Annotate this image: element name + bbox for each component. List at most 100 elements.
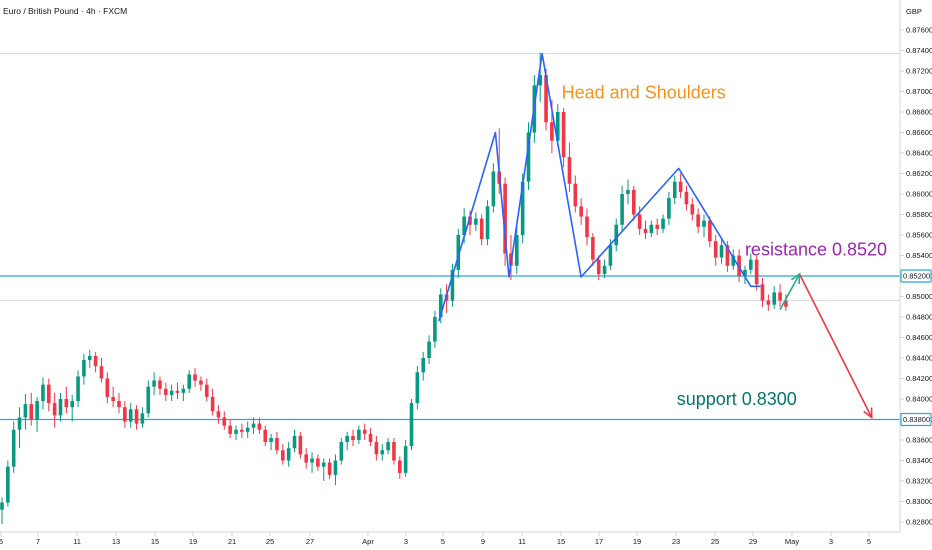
candle-body: [696, 214, 700, 227]
candle: [286, 442, 291, 467]
candle: [35, 396, 39, 432]
candle: [87, 349, 92, 369]
x-tick-label: 5: [867, 537, 871, 546]
candle: [0, 497, 4, 525]
candle: [538, 52, 542, 102]
candle: [702, 214, 706, 238]
candle: [29, 392, 34, 426]
candle-body: [643, 228, 648, 233]
candle: [743, 265, 747, 285]
x-tick-label: 17: [595, 537, 603, 546]
candle-body: [281, 450, 285, 461]
candle: [216, 405, 221, 424]
y-tick-label: 0.83600: [906, 436, 932, 445]
candle-body: [310, 458, 314, 463]
candle: [772, 286, 776, 309]
candle-body: [339, 442, 344, 461]
candle-body: [345, 435, 349, 443]
candle-body: [544, 75, 548, 123]
candle: [333, 454, 338, 486]
candle-body: [82, 360, 86, 377]
candle-body: [35, 401, 39, 420]
x-tick-label: 13: [112, 537, 120, 546]
candle: [327, 458, 332, 479]
candle-body: [17, 417, 22, 430]
candle-body: [193, 374, 197, 381]
candle: [134, 405, 139, 430]
y-tick-label: 0.86800: [906, 108, 932, 117]
candle-body: [409, 403, 414, 447]
y-tick-label: 0.87600: [906, 26, 932, 35]
candle-body: [754, 259, 759, 285]
candle-body: [140, 413, 145, 424]
candle-body: [637, 214, 642, 229]
pattern-line: [438, 52, 761, 322]
candle: [713, 235, 718, 266]
x-tick-label: 19: [189, 537, 197, 546]
candle-body: [520, 181, 525, 235]
candle: [596, 255, 601, 281]
candle-body: [743, 269, 747, 276]
candle: [602, 259, 607, 279]
candle: [561, 107, 566, 168]
candle: [234, 425, 238, 440]
candle: [64, 386, 69, 414]
candle-body: [134, 409, 139, 424]
candle: [503, 177, 507, 266]
candle: [632, 185, 636, 221]
candle-body: [374, 442, 379, 455]
candle-body: [561, 112, 566, 158]
candle: [684, 185, 689, 211]
y-tick-label: 0.84000: [906, 395, 932, 404]
annotations: Head and Shoulders resistance 0.8520 suppo…: [562, 83, 887, 409]
price-tag-box: [900, 412, 932, 427]
candle-body: [164, 388, 168, 395]
candle: [269, 433, 273, 451]
x-tick-label: 19: [633, 537, 641, 546]
candle: [573, 175, 578, 213]
candle-body: [608, 245, 613, 266]
y-tick-label: 0.84800: [906, 313, 932, 322]
candle: [667, 191, 671, 225]
annotation-text: resistance 0.8520: [745, 240, 887, 260]
candle: [766, 294, 771, 311]
candle-body: [105, 378, 110, 397]
arrow-head: [863, 407, 873, 420]
candle-body: [678, 181, 683, 192]
candle: [421, 351, 425, 381]
candle-body: [474, 218, 478, 225]
candle-body: [87, 355, 92, 361]
candle: [316, 454, 320, 471]
candle: [58, 392, 63, 422]
y-tick-label: 0.86600: [906, 128, 932, 137]
candle-body: [526, 132, 531, 182]
candle-body: [766, 300, 771, 305]
candle: [123, 401, 127, 428]
candle-body: [76, 376, 80, 402]
candle-body: [620, 194, 624, 225]
candle: [158, 376, 162, 395]
candle-body: [433, 317, 437, 342]
candle: [567, 142, 572, 192]
candle: [263, 425, 268, 447]
candle: [228, 419, 232, 438]
candle: [292, 429, 297, 453]
candle: [403, 440, 408, 477]
x-tick-label: 25: [266, 537, 274, 546]
candle-body: [479, 218, 484, 240]
x-tick-label: 15: [151, 537, 159, 546]
price-tag-box: [900, 269, 932, 283]
y-tick-label: 0.87000: [906, 87, 932, 96]
candle-body: [713, 241, 718, 258]
candle: [204, 378, 209, 402]
candle: [199, 376, 203, 391]
price-tag: 0.83800: [900, 412, 932, 427]
candle-body: [485, 206, 490, 240]
candle: [245, 421, 250, 438]
candle: [398, 456, 402, 479]
candle-body: [368, 433, 373, 443]
x-tick-label: 23: [672, 537, 680, 546]
candle-body: [567, 157, 572, 184]
time-axis-ticks: 5 7 11 13 15 19 21 25 27 Apr 3 5 9 11 15 17 19 23 25 29 May 3…: [0, 532, 871, 546]
